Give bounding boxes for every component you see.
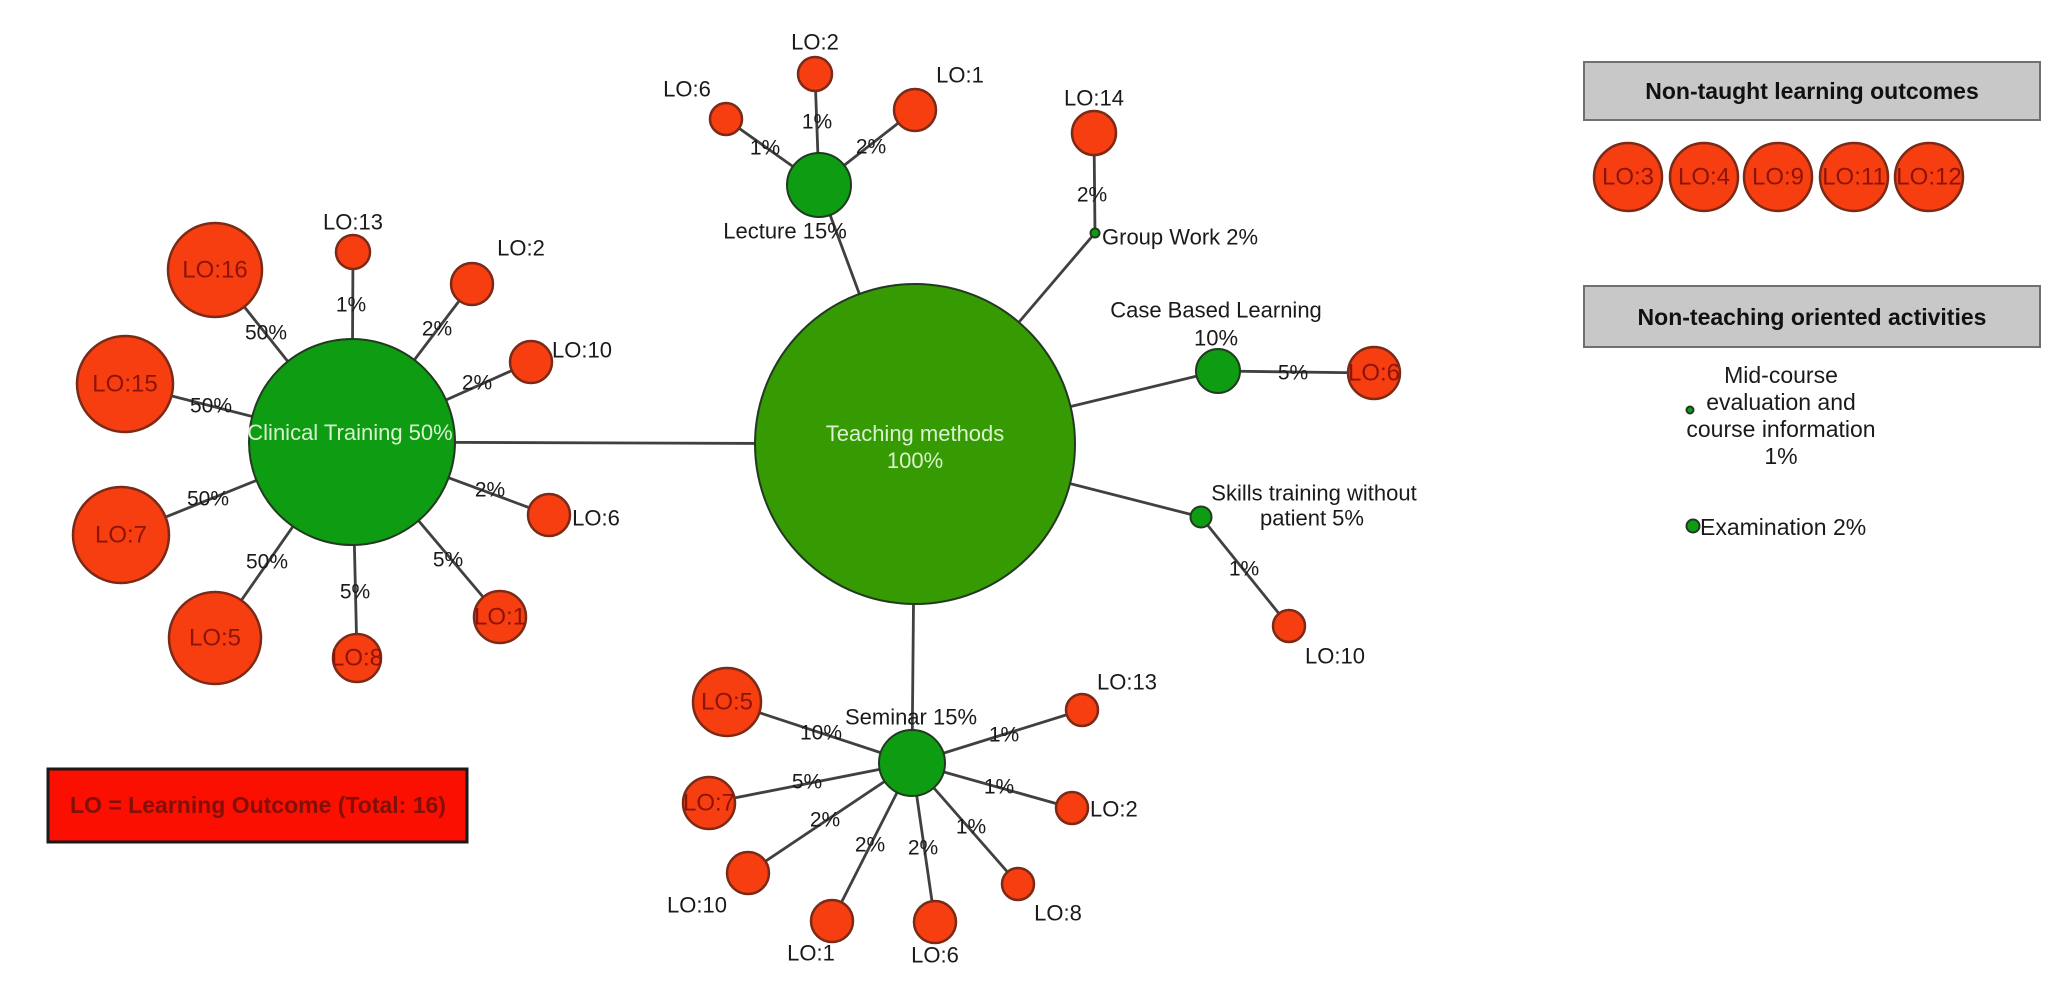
svg-text:2%: 2% <box>855 834 885 857</box>
svg-text:2%: 2% <box>422 318 452 341</box>
svg-text:5%: 5% <box>1278 362 1308 385</box>
svg-text:LO:8: LO:8 <box>1034 901 1082 926</box>
svg-text:LO:1: LO:1 <box>787 941 835 966</box>
svg-text:LO:6: LO:6 <box>1348 360 1400 387</box>
svg-text:LO:14: LO:14 <box>1064 86 1124 111</box>
svg-text:LO:10: LO:10 <box>552 338 612 363</box>
svg-text:LO:15: LO:15 <box>92 371 157 398</box>
svg-text:Mid-course: Mid-course <box>1724 362 1838 388</box>
svg-text:2%: 2% <box>908 837 938 860</box>
svg-text:LO:11: LO:11 <box>1822 164 1886 191</box>
svg-text:50%: 50% <box>245 322 287 345</box>
svg-text:1%: 1% <box>1764 443 1797 469</box>
svg-text:course information: course information <box>1686 416 1875 442</box>
svg-text:LO:13: LO:13 <box>323 210 383 235</box>
svg-text:1%: 1% <box>956 816 986 839</box>
svg-text:Seminar 15%: Seminar 15% <box>845 705 977 730</box>
svg-text:Skills training without: Skills training without <box>1211 481 1416 506</box>
svg-text:2%: 2% <box>810 809 840 832</box>
svg-text:10%: 10% <box>800 722 842 745</box>
svg-text:LO:10: LO:10 <box>667 893 727 918</box>
svg-text:1%: 1% <box>984 776 1014 799</box>
svg-text:Non-teaching oriented activiti: Non-teaching oriented activities <box>1638 304 1987 330</box>
svg-text:LO:16: LO:16 <box>182 257 247 284</box>
svg-text:evaluation and: evaluation and <box>1706 389 1856 415</box>
svg-text:LO:1: LO:1 <box>474 604 526 631</box>
svg-text:2%: 2% <box>856 136 886 159</box>
svg-text:LO:6: LO:6 <box>572 506 620 531</box>
svg-text:LO:10: LO:10 <box>1305 644 1365 669</box>
svg-text:LO:6: LO:6 <box>911 943 959 968</box>
svg-text:1%: 1% <box>750 137 780 160</box>
svg-text:50%: 50% <box>246 551 288 574</box>
svg-text:LO:7: LO:7 <box>95 522 147 549</box>
svg-text:LO:9: LO:9 <box>1752 164 1804 191</box>
svg-text:LO = Learning Outcome (Total:: LO = Learning Outcome (Total: 16) <box>70 792 446 818</box>
svg-text:patient 5%: patient 5% <box>1260 506 1364 531</box>
svg-text:LO:6: LO:6 <box>663 77 711 102</box>
svg-text:1%: 1% <box>989 724 1019 747</box>
svg-text:100%: 100% <box>887 448 943 473</box>
svg-text:2%: 2% <box>475 479 505 502</box>
svg-text:LO:13: LO:13 <box>1097 670 1157 695</box>
svg-text:LO:5: LO:5 <box>189 625 241 652</box>
svg-text:LO:2: LO:2 <box>1090 797 1138 822</box>
svg-text:Group Work 2%: Group Work 2% <box>1102 225 1258 250</box>
svg-text:LO:2: LO:2 <box>791 30 839 55</box>
svg-text:1%: 1% <box>336 294 366 317</box>
svg-text:10%: 10% <box>1194 326 1238 351</box>
svg-text:LO:1: LO:1 <box>936 63 984 88</box>
svg-text:5%: 5% <box>792 771 822 794</box>
svg-text:LO:12: LO:12 <box>1896 164 1961 191</box>
svg-text:2%: 2% <box>1077 184 1107 207</box>
svg-text:LO:5: LO:5 <box>701 689 753 716</box>
svg-text:50%: 50% <box>187 488 229 511</box>
svg-text:Lecture 15%: Lecture 15% <box>723 219 847 244</box>
svg-text:50%: 50% <box>190 395 232 418</box>
svg-text:Non-taught learning outcomes: Non-taught learning outcomes <box>1645 78 1979 104</box>
svg-text:LO:2: LO:2 <box>497 236 545 261</box>
svg-text:5%: 5% <box>340 581 370 604</box>
svg-text:Examination 2%: Examination 2% <box>1700 514 1866 540</box>
svg-text:2%: 2% <box>462 372 492 395</box>
svg-text:1%: 1% <box>1229 558 1259 581</box>
svg-text:LO:4: LO:4 <box>1678 164 1730 191</box>
svg-text:LO:7: LO:7 <box>683 790 735 817</box>
svg-text:Case Based Learning: Case Based Learning <box>1110 298 1322 323</box>
svg-text:LO:3: LO:3 <box>1602 164 1654 191</box>
svg-text:Teaching methods: Teaching methods <box>826 421 1005 446</box>
svg-text:Clinical Training 50%: Clinical Training 50% <box>247 420 452 445</box>
svg-text:1%: 1% <box>802 111 832 134</box>
svg-text:LO:8: LO:8 <box>331 645 383 672</box>
svg-text:5%: 5% <box>433 549 463 572</box>
